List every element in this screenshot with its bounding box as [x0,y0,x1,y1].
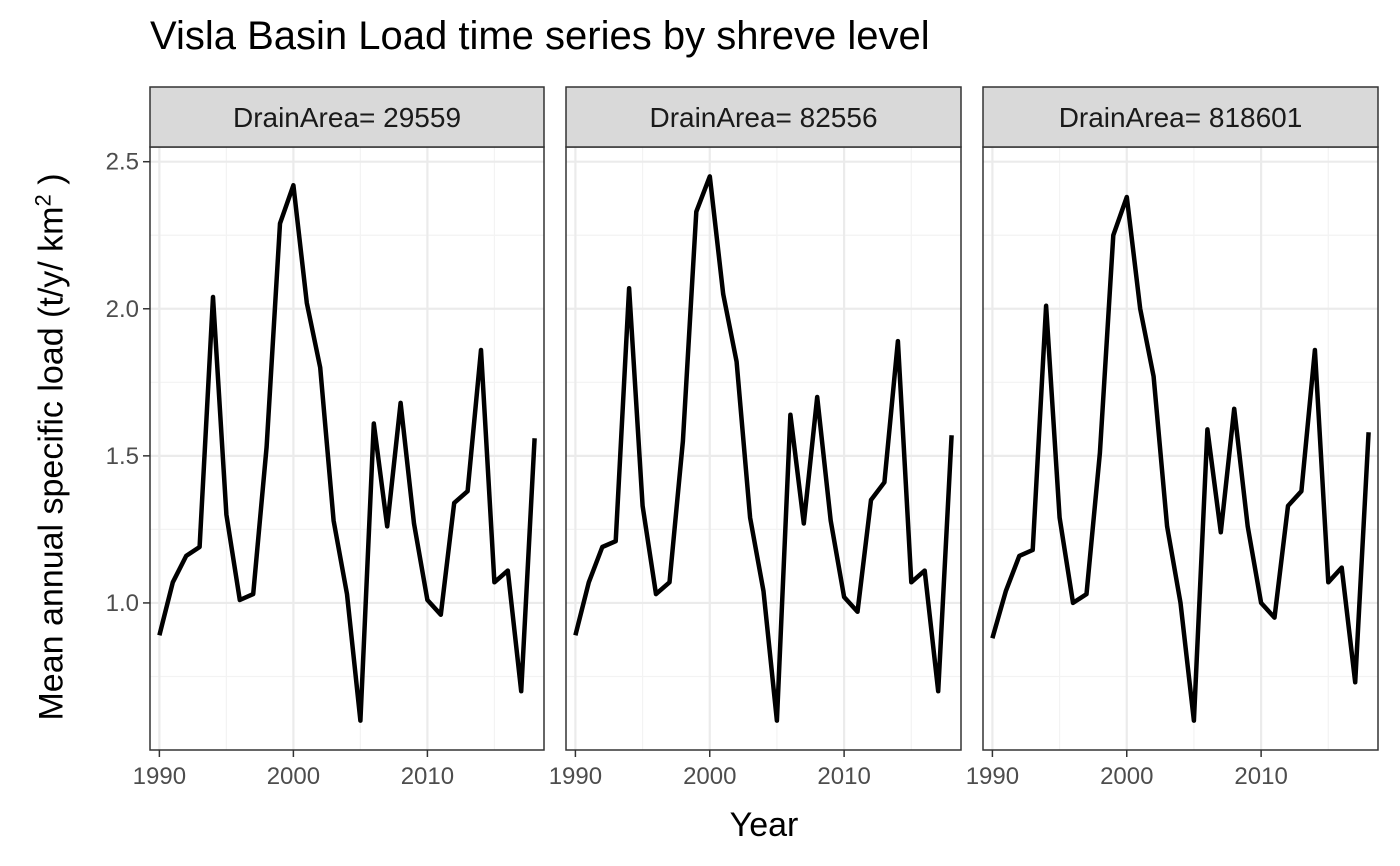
facet-panel-3: DrainArea= 818601 1990 2000 2010 [966,86,1379,790]
chart-title: Visla Basin Load time series by shreve l… [150,14,930,58]
x-tick-label: 1990 [549,763,602,790]
y-tick-label: 2.0 [106,296,139,323]
x-tick-label: 1990 [133,763,186,790]
facet-strip [565,86,962,148]
facet-strip [149,86,545,148]
series-line-panel-2 [573,174,954,723]
facet-panel-2: DrainArea= 82556 1990 2000 2010 [549,86,962,790]
x-tick-label: 2010 [817,763,870,790]
facet-panel-1: DrainArea= 29559 1990 2000 2010 1.0 1.5 2.0 2.5 [106,86,545,790]
x-tick-label: 2010 [1234,763,1287,790]
facet-strip-label: DrainArea= 29559 [233,102,461,133]
x-tick-label: 2000 [1100,763,1153,790]
y-tick-label: 2.5 [106,149,139,176]
y-tick-label: 1.5 [106,443,139,470]
series-line-panel-1 [157,182,537,723]
x-tick-label: 2010 [401,763,454,790]
facet-strip-label: DrainArea= 82556 [649,102,877,133]
x-axis-label: Year [729,806,799,844]
facet-strip [982,86,1379,148]
x-tick-label: 2000 [267,763,320,790]
facet-strip-label: DrainArea= 818601 [1059,102,1303,133]
y-tick-label: 1.0 [106,590,139,617]
series-line-panel-3 [990,194,1371,723]
x-tick-label: 2000 [683,763,736,790]
x-tick-label: 1990 [966,763,1019,790]
